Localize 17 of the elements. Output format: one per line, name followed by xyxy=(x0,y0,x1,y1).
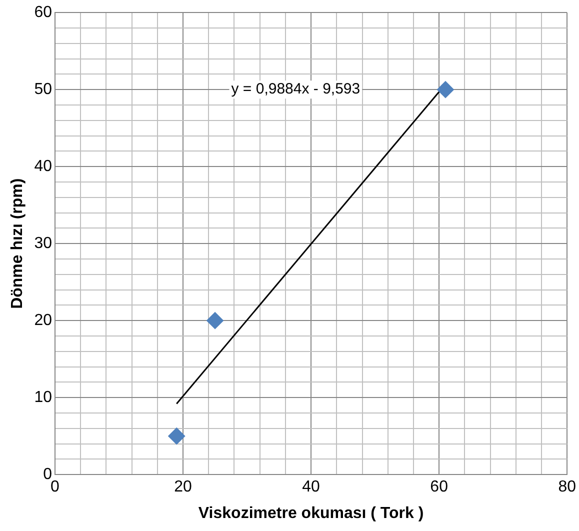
annotation: y = 0,9884x - 9,593 xyxy=(231,80,360,98)
x-axis-title: Viskozimetre okuması ( Tork ) xyxy=(198,504,424,522)
x-tick-label: 20 xyxy=(174,478,192,496)
point xyxy=(206,312,224,330)
y-tick-label: 50 xyxy=(34,81,52,98)
y-tick-label: 40 xyxy=(34,158,52,176)
y-tick-label: 0 xyxy=(43,466,52,484)
x-tick-label: 40 xyxy=(302,478,320,496)
y-tick-label: 30 xyxy=(34,235,52,252)
y-tick-label: 10 xyxy=(34,389,52,406)
point xyxy=(168,428,186,445)
y-axis-title: Dönme hızı (rpm) xyxy=(9,178,26,309)
x-tick-label: 60 xyxy=(430,478,448,496)
point xyxy=(436,81,454,98)
y-tick-label: 60 xyxy=(34,4,52,22)
y-tick-label: 20 xyxy=(34,312,52,330)
x-tick-label: 80 xyxy=(558,478,576,496)
